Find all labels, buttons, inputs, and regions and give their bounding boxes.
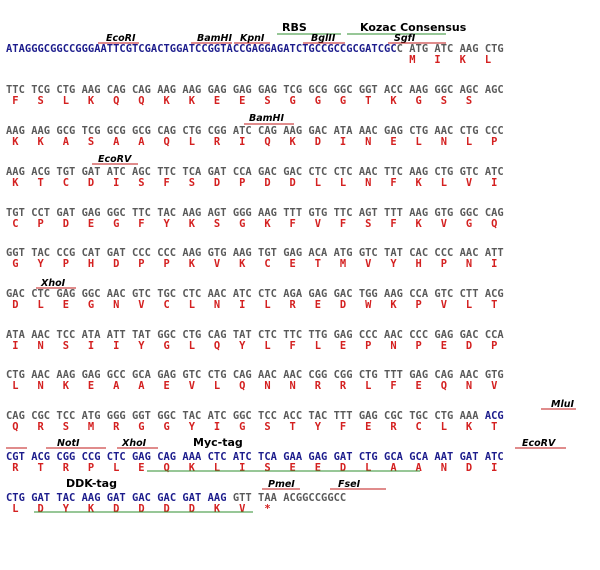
- dna-sequence-line: AAG AAG GCG TCG GCG GCG CAG CTG CGG ATC …: [6, 125, 504, 137]
- kpni-site-label: KpnI: [240, 33, 265, 44]
- mlui-site-label: MluI: [551, 399, 574, 410]
- dna-sequence-line: CGT ACG CGG CCG CTC GAG CAG AAA CTC ATC …: [6, 451, 504, 463]
- dna-sequence-line: CAG CGC TCC ATG GGG GGT GGC TAC ATC GGC …: [6, 410, 504, 422]
- bamhi-site-label: BamHI: [197, 33, 233, 44]
- ecori-site-label: EcoRI: [106, 33, 136, 44]
- amino-acid-line: C P D E G F Y K S G K F V F S F K V G Q: [12, 218, 497, 230]
- xhoi-2-site-label: XhoI: [121, 438, 147, 449]
- dna-segment: AAG AAG GCG TCG GCG GCG CAG CTG CGG ATC …: [6, 125, 504, 137]
- dna-sequence-line: CTG AAC AAG GAG GCC GCA GAG GTC CTG CAG …: [6, 369, 504, 381]
- dna-segment: CAG CGC TCC ATG GGG GGT GGC TAC ATC GGC …: [6, 410, 485, 422]
- dna-sequence-line: AAG ACG TGT GAT ATC AGC TTC TCA GAT CCA …: [6, 166, 504, 178]
- dna-sequence-line: CTG GAT TAC AAG GAT GAC GAC GAT AAG GTT …: [6, 492, 346, 504]
- amino-acid-line: G Y P H D P P K V K C E T M V Y H P N I: [12, 258, 497, 270]
- sgfi-site-label: SgfI: [394, 33, 416, 44]
- xhoi-site-label: XhoI: [40, 278, 66, 289]
- pmei-site-label: PmeI: [268, 479, 295, 490]
- dna-segment: ATA AAC TCC ATA ATT TAT GGC CTG CAG TAT …: [6, 329, 504, 341]
- noti-site-label: NotI: [57, 438, 80, 449]
- amino-acid-line: I N S I I Y G L Q Y L F L E P N P E D P: [12, 340, 497, 352]
- ddk-tag-label: DDK-tag: [66, 477, 117, 490]
- dna-segment: CTG GAT TAC AAG GAT GAC GAC GAT AAG: [6, 492, 233, 504]
- dna-segment: CTG AAC AAG GAG GCC GCA GAG GTC CTG CAG …: [6, 369, 504, 381]
- amino-acid-line: D L E G N V C L N I L R E D W K P V L T: [12, 299, 497, 311]
- ecorv-2-site-label: EcoRV: [522, 438, 556, 449]
- dna-segment: ACG: [485, 410, 504, 422]
- bamhi-2-site-label: BamHI: [249, 113, 285, 124]
- amino-acid-line: K T C D I S F S D P D D L L N F K L V I: [12, 177, 497, 189]
- amino-acid-line: K K A S A A Q L R I Q K D I N E L N L P: [12, 136, 497, 148]
- dna-sequence-line: TTC TCG CTG AAG CAG CAG AAG AAG GAG GAG …: [6, 84, 504, 96]
- amino-acid-line: L N K E A A E V L Q N N R R L F E Q N V: [12, 380, 497, 392]
- rbs-label: RBS: [282, 21, 307, 34]
- dna-sequence-line: GAC CTC GAG GGC AAC GTC TGC CTC AAC ATC …: [6, 288, 504, 300]
- ecorv-site-label: EcoRV: [98, 154, 132, 165]
- dna-segment: TGT CCT GAT GAG GGC TTC TAC AAG AGT GGG …: [6, 207, 504, 219]
- fsei-site-label: FseI: [338, 479, 361, 490]
- myc-tag-label: Myc-tag: [193, 436, 243, 449]
- kozac-label: Kozac Consensus: [360, 21, 467, 34]
- dna-segment: GAC CTC GAG GGC AAC GTC TGC CTC AAC ATC …: [6, 288, 504, 300]
- dna-sequence-line: ATAGGGCGGCCGGGAATTCGTCGACTGGATCCGGTACCGA…: [6, 43, 504, 55]
- dna-segment: GTT TAA ACGGCCGGCC: [233, 492, 346, 504]
- dna-sequence-line: GGT TAC CCG CAT GAT CCC CCC AAG GTG AAG …: [6, 247, 504, 259]
- amino-acid-line: M I K L: [409, 54, 491, 66]
- feature-annotations: RBS Kozac Consensus EcoRI BamHI KpnI Bgl…: [6, 21, 576, 513]
- dna-segment: ATAGGGCGGCCGGGAATTCGTCGACTGGATCCGGTACCGA…: [6, 43, 397, 55]
- amino-acid-line: Q R S M R G G Y I G S T Y F E R C L K T: [12, 421, 497, 433]
- amino-acid-line: L D Y K D D D D K V *: [12, 503, 270, 515]
- dna-segment: GGT TAC CCG CAT GAT CCC CCC AAG GTG AAG …: [6, 247, 504, 259]
- bglii-site-label: BglII: [311, 33, 336, 44]
- amino-acid-line: R T R P L E Q K L I S E E D L A A N D I: [12, 462, 497, 474]
- dna-sequence-line: ATA AAC TCC ATA ATT TAT GGC CTG CAG TAT …: [6, 329, 504, 341]
- dna-segment: C ATG ATC AAG CTG: [397, 43, 504, 55]
- dna-segment: TTC TCG CTG AAG CAG CAG AAG AAG GAG GAG …: [6, 84, 504, 96]
- dna-segment: CGT ACG CGG CCG CTC GAG CAG AAA CTC ATC …: [6, 451, 504, 463]
- dna-segment: AAG ACG TGT GAT ATC AGC TTC TCA GAT CCA …: [6, 166, 504, 178]
- dna-sequence-line: TGT CCT GAT GAG GGC TTC TAC AAG AGT GGG …: [6, 207, 504, 219]
- amino-acid-line: F S L K Q Q K K E E S G G G T K G S S: [12, 95, 472, 107]
